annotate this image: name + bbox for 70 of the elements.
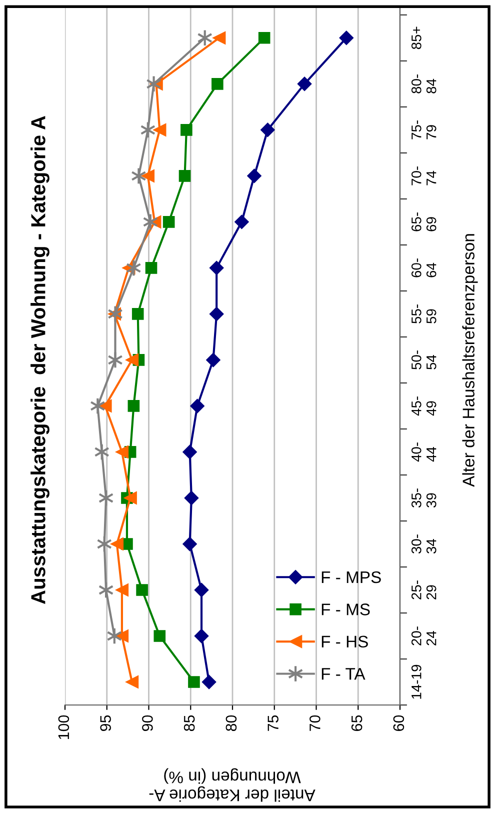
point xyxy=(212,31,226,45)
point xyxy=(115,629,129,643)
y-tick-label: 75- 79 xyxy=(412,120,436,140)
point xyxy=(115,445,129,459)
point xyxy=(247,168,262,184)
y-tick-label: 14-19 xyxy=(411,664,422,699)
legend-label: F - MS xyxy=(322,604,370,616)
y-axis-title: Alter der Haushaltsreferenzperson xyxy=(462,234,478,487)
point xyxy=(188,676,200,688)
y-tick-label: 30- 34 xyxy=(411,534,436,554)
x-tick-label: 75 xyxy=(268,715,278,731)
x-tick-label: 80 xyxy=(226,715,237,732)
point xyxy=(184,490,199,506)
x-tick-label: 85 xyxy=(184,715,195,732)
x-tick-label: 70 xyxy=(310,715,320,731)
point xyxy=(206,352,220,368)
point xyxy=(194,628,209,644)
point xyxy=(234,214,249,230)
point xyxy=(125,675,139,689)
point xyxy=(162,216,175,228)
x-tick-label: 90 xyxy=(142,715,153,731)
point xyxy=(212,78,224,90)
point xyxy=(209,260,224,276)
x-tick-label: 65 xyxy=(351,715,362,731)
x-tick-label: 95 xyxy=(100,715,111,731)
point xyxy=(154,630,166,642)
point xyxy=(132,308,144,320)
y-tick-label: 85+ xyxy=(411,26,422,50)
point xyxy=(194,582,209,598)
y-tick-label: 45- 49 xyxy=(412,396,436,416)
x-tick-label: 60 xyxy=(393,715,404,731)
y-tick-label: 70- 74 xyxy=(411,166,436,186)
point xyxy=(145,262,158,274)
y-tick-label: 65- 69 xyxy=(411,212,436,232)
point xyxy=(125,353,139,367)
point xyxy=(153,123,166,137)
y-tick-label: 40- 44 xyxy=(411,442,436,462)
legend-label: F - TA xyxy=(322,668,366,680)
point xyxy=(190,398,205,414)
y-tick-label: 55- 59 xyxy=(412,304,436,324)
y-tick-label: 60- 64 xyxy=(411,258,436,278)
y-tick-label: 35- 39 xyxy=(411,488,436,508)
point xyxy=(110,537,124,551)
y-tick-label: 80- 84 xyxy=(411,74,436,94)
point xyxy=(124,491,137,505)
point xyxy=(339,30,354,46)
point xyxy=(146,75,162,93)
point xyxy=(141,169,155,183)
point xyxy=(98,399,112,413)
point xyxy=(115,583,129,597)
legend-label: F - MPS xyxy=(322,571,381,584)
point xyxy=(136,584,148,596)
point xyxy=(128,400,140,412)
point xyxy=(178,170,191,182)
text: Ausstattungskategorie der Wohnung - Kategorie A xyxy=(30,116,50,604)
legend-label: F - HS xyxy=(322,636,368,648)
y-tick-label: 25- 29 xyxy=(411,580,436,600)
point xyxy=(209,306,224,322)
point xyxy=(182,536,198,552)
point xyxy=(182,444,198,460)
y-tick-label: 20- 24 xyxy=(411,626,436,646)
point xyxy=(258,32,270,44)
point xyxy=(202,674,216,690)
point xyxy=(297,76,312,92)
point xyxy=(260,122,275,138)
point xyxy=(108,351,123,369)
point xyxy=(180,124,192,136)
x-axis-title: Anteil der Kategorie A- Wohnungen (in %) xyxy=(149,768,316,802)
x-tick-label: 100 xyxy=(58,715,70,740)
y-tick-label: 50- 54 xyxy=(411,350,436,370)
